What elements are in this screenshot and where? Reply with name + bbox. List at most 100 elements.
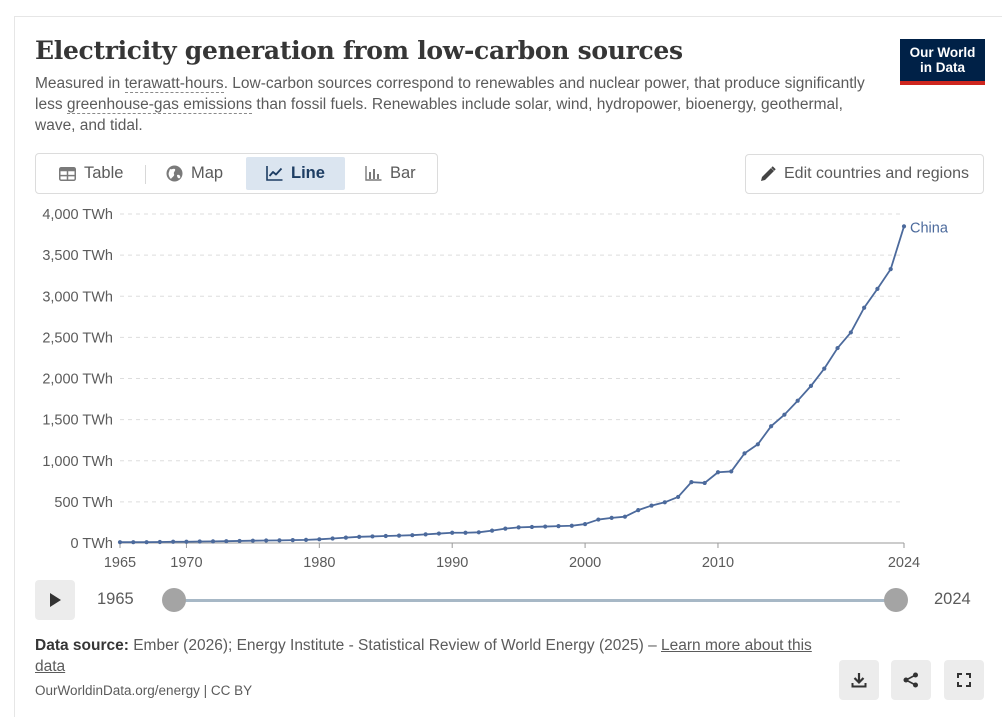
data-point bbox=[782, 412, 787, 417]
tab-line-label: Line bbox=[291, 164, 325, 182]
table-icon bbox=[59, 166, 76, 181]
y-tick-label: 3,500 TWh bbox=[42, 248, 113, 264]
data-point bbox=[622, 514, 628, 519]
data-point bbox=[131, 540, 136, 545]
timeline-end-label: 2024 bbox=[934, 590, 971, 608]
subtitle-text-3: than fossil fuels. Renewables include so… bbox=[35, 96, 843, 134]
data-point bbox=[210, 539, 216, 544]
x-tick-label: 1965 bbox=[104, 555, 136, 571]
x-tick-label: 1980 bbox=[303, 555, 335, 571]
data-point bbox=[277, 538, 282, 543]
data-point bbox=[582, 521, 588, 527]
bar-chart-icon bbox=[365, 166, 382, 181]
data-source: Data source: Ember (2026); Energy Instit… bbox=[35, 635, 825, 677]
data-point bbox=[171, 539, 176, 544]
chart-frame bbox=[14, 16, 1002, 717]
y-tick-label: 4,000 TWh bbox=[42, 207, 113, 223]
data-point bbox=[303, 537, 309, 542]
chart-subtitle: Measured in terawatt-hours. Low-carbon s… bbox=[35, 73, 875, 136]
y-tick-label: 3,000 TWh bbox=[42, 289, 113, 305]
data-point bbox=[875, 286, 880, 291]
line-chart: 0 TWh 500 TWh 1,000 TWh 1,500 TWh 2,000 TWh 2… bbox=[42, 207, 949, 571]
y-tick-label: 2,000 TWh bbox=[42, 372, 113, 388]
page-title: Electricity generation from low-carbon s… bbox=[35, 36, 683, 65]
data-point bbox=[755, 442, 760, 447]
data-point bbox=[144, 540, 149, 545]
download-button[interactable] bbox=[839, 660, 879, 700]
edit-countries-button[interactable]: Edit countries and regions bbox=[745, 154, 984, 194]
data-point bbox=[157, 539, 162, 545]
edit-countries-label: Edit countries and regions bbox=[784, 165, 969, 182]
data-point bbox=[117, 540, 123, 545]
share-button[interactable] bbox=[891, 660, 931, 700]
tab-map[interactable]: Map bbox=[146, 157, 243, 190]
data-point bbox=[503, 526, 508, 531]
play-button[interactable] bbox=[35, 580, 75, 620]
data-point bbox=[237, 538, 242, 544]
data-point bbox=[742, 451, 747, 456]
data-point bbox=[795, 398, 800, 403]
data-point bbox=[184, 539, 189, 544]
fullscreen-button[interactable] bbox=[944, 660, 984, 700]
data-point bbox=[489, 528, 495, 533]
data-point bbox=[609, 515, 614, 521]
data-point bbox=[476, 530, 481, 535]
data-point bbox=[835, 345, 840, 351]
share-icon bbox=[903, 672, 918, 688]
data-point bbox=[250, 538, 255, 543]
data-point bbox=[516, 525, 521, 530]
tab-divider bbox=[145, 165, 146, 184]
timeline-start-handle[interactable] bbox=[162, 588, 186, 612]
data-source-text: Ember (2026); Energy Institute - Statist… bbox=[128, 637, 662, 654]
data-point bbox=[317, 537, 322, 542]
data-point bbox=[529, 524, 535, 530]
data-point bbox=[436, 531, 442, 536]
owid-logo[interactable]: Our World in Data bbox=[900, 39, 985, 85]
greenhouse-gas-emissions-link[interactable]: greenhouse-gas emissions bbox=[66, 96, 253, 114]
data-point bbox=[822, 366, 827, 371]
data-point bbox=[450, 530, 455, 535]
y-tick-label: 1,000 TWh bbox=[42, 454, 113, 470]
source-url[interactable]: OurWorldinData.org/energy | CC BY bbox=[35, 683, 253, 698]
data-point bbox=[715, 470, 721, 475]
data-source-label: Data source: bbox=[35, 637, 129, 654]
tab-line[interactable]: Line bbox=[246, 157, 345, 190]
data-point bbox=[808, 383, 814, 388]
logo-line-1: Our World bbox=[909, 45, 976, 60]
tab-bar[interactable]: Bar bbox=[345, 157, 436, 190]
y-tick-label: 500 TWh bbox=[54, 495, 113, 511]
data-point bbox=[290, 538, 295, 543]
pencil-icon bbox=[761, 166, 776, 181]
data-point bbox=[383, 533, 388, 539]
data-point bbox=[596, 517, 601, 522]
chart-tabs: Table Map Line Bar bbox=[35, 153, 438, 194]
data-point bbox=[848, 330, 853, 335]
line-chart-icon bbox=[266, 166, 283, 181]
y-tick-label: 0 TWh bbox=[71, 536, 113, 552]
data-point bbox=[357, 534, 362, 539]
x-tick-label: 2024 bbox=[888, 555, 920, 571]
terawatt-hours-link[interactable]: terawatt-hours bbox=[124, 75, 224, 93]
data-point bbox=[197, 539, 202, 544]
data-point bbox=[370, 534, 375, 539]
data-point bbox=[901, 224, 907, 229]
timeline-track[interactable] bbox=[174, 599, 896, 602]
series-label: China bbox=[910, 220, 949, 236]
data-point bbox=[702, 480, 707, 486]
learn-more-link[interactable]: Learn more about this data bbox=[35, 637, 812, 675]
data-point bbox=[769, 424, 774, 429]
subtitle-text-1: Measured in bbox=[35, 75, 125, 92]
tab-table[interactable]: Table bbox=[39, 157, 143, 190]
data-point bbox=[676, 494, 681, 500]
timeline-end-handle[interactable] bbox=[884, 588, 908, 612]
download-icon bbox=[851, 673, 867, 688]
data-point bbox=[343, 535, 348, 540]
data-point bbox=[729, 469, 734, 474]
data-point bbox=[423, 532, 428, 537]
play-icon bbox=[50, 593, 61, 607]
series-line bbox=[120, 226, 905, 544]
data-point bbox=[463, 530, 468, 535]
data-point bbox=[636, 508, 641, 513]
data-point bbox=[396, 533, 402, 538]
globe-icon bbox=[166, 165, 183, 182]
